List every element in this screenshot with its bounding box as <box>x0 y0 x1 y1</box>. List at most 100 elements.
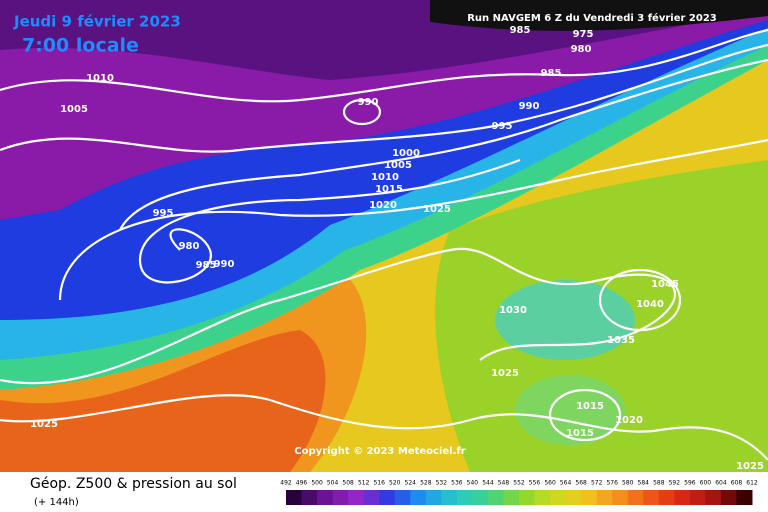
hot-zone <box>0 330 326 472</box>
colorbar-label: 576 <box>606 480 618 487</box>
colorbar-swatch <box>674 490 691 505</box>
isobar-label: 980 <box>179 241 200 252</box>
colorbar-swatch <box>581 490 598 505</box>
colorbar-swatch <box>565 490 582 505</box>
colorbar-swatch <box>643 490 660 505</box>
colorbar-swatch <box>627 490 644 505</box>
colorbar-label: 536 <box>451 480 463 487</box>
isobar-label: 990 <box>214 259 235 270</box>
colorbar-label: 524 <box>405 480 417 487</box>
isobar-label: 1015 <box>566 428 594 439</box>
isobar-label: 1000 <box>392 148 420 159</box>
colorbar-swatch <box>596 490 613 505</box>
isobar-label: 1010 <box>371 172 399 183</box>
colorbar-label: 520 <box>389 480 401 487</box>
colorbar-swatch <box>472 490 489 505</box>
colorbar-label: 572 <box>591 480 603 487</box>
colorbar-label: 556 <box>529 480 541 487</box>
isobar-label: 1015 <box>375 184 403 195</box>
colorbar-label: 496 <box>296 480 308 487</box>
isobar-label: 990 <box>519 101 540 112</box>
isobar-label: 1020 <box>615 415 643 426</box>
isobar-label: 1025 <box>491 368 519 379</box>
colorbar-swatch <box>394 490 411 505</box>
colorbar-swatch <box>503 490 520 505</box>
colorbar-label: 544 <box>482 480 494 487</box>
isobar-label: 1040 <box>636 299 664 310</box>
colorbar-label: 580 <box>622 480 634 487</box>
isobar <box>0 43 768 153</box>
colorbar-label: 512 <box>358 480 370 487</box>
isobar-label: 1035 <box>607 335 635 346</box>
isobar-label: 985 <box>510 25 531 36</box>
colorbar-label: 516 <box>373 480 385 487</box>
isobar-label: 975 <box>573 29 594 40</box>
colorbar-label: 492 <box>280 480 292 487</box>
isobars <box>0 28 768 461</box>
colorbar-swatch <box>348 490 365 505</box>
colorbar-label: 532 <box>436 480 448 487</box>
colorbar-swatch <box>736 490 753 505</box>
isobar-label: 1020 <box>369 200 397 211</box>
isobar-label: 1005 <box>60 104 88 115</box>
colorbar-swatch <box>705 490 722 505</box>
colorbar-label: 592 <box>669 480 681 487</box>
isobar <box>0 28 768 103</box>
colorbar-swatch <box>286 490 303 505</box>
colorbar-swatch <box>410 490 427 505</box>
colorbar-label: 500 <box>311 480 323 487</box>
colorbar-swatch <box>317 490 334 505</box>
isobar-label: 1005 <box>384 160 412 171</box>
colorbar-label: 504 <box>327 480 339 487</box>
colorbar-swatch <box>332 490 349 505</box>
isobar-label: 985 <box>196 260 217 271</box>
polar-core <box>430 0 768 31</box>
colorbar-label: 560 <box>544 480 556 487</box>
colorbar-label: 608 <box>731 480 743 487</box>
isobar-label: 985 <box>541 68 562 79</box>
isobar <box>598 268 682 332</box>
cool-pocket <box>495 280 635 360</box>
colorbar-label: 568 <box>575 480 587 487</box>
isobar-label: 1015 <box>576 401 604 412</box>
colorbar-swatch <box>363 490 380 505</box>
colorbar-label: 604 <box>715 480 727 487</box>
colorbar-swatch <box>519 490 536 505</box>
colorbar-label: 540 <box>467 480 479 487</box>
date: Jeudi 9 février 2023 <box>13 13 181 31</box>
colorbar-label: 596 <box>684 480 696 487</box>
isobar-label: 980 <box>571 44 592 55</box>
colorbar-swatch <box>301 490 318 505</box>
copyright: Copyright © 2023 Meteociel.fr <box>294 446 465 457</box>
footer-subtitle: (+ 144h) <box>34 497 79 508</box>
isobar <box>0 247 676 385</box>
isobar <box>119 58 768 231</box>
colorbar-label: 612 <box>746 480 758 487</box>
isobar-label: 1045 <box>651 279 679 290</box>
isobar-label: 1025 <box>736 461 764 472</box>
isobar-label: 990 <box>358 97 379 108</box>
colorbar-swatch <box>550 490 567 505</box>
colorbar-swatch <box>689 490 706 505</box>
colorbar-swatch <box>456 490 473 505</box>
colorbar-swatch <box>658 490 675 505</box>
isobar-label: 1025 <box>423 204 451 215</box>
colorbar-label: 588 <box>653 480 665 487</box>
isobar-label: 995 <box>492 121 513 132</box>
colorbar-swatch <box>612 490 629 505</box>
colorbar-label: 584 <box>638 480 650 487</box>
colorbar-swatch <box>441 490 458 505</box>
isobar-label: 995 <box>153 208 174 219</box>
isobar-label: 1010 <box>86 73 114 84</box>
isobar <box>58 138 768 301</box>
isobar-label: 1030 <box>499 305 527 316</box>
colorbar: 492 496 500 504 508 512 516 520 524 528 532 536 540 5… <box>280 480 758 505</box>
isobar <box>0 394 768 461</box>
colorbar-swatch <box>720 490 737 505</box>
time: 7:00 locale <box>22 35 139 57</box>
colorbar-swatch <box>379 490 396 505</box>
colorbar-label: 528 <box>420 480 432 487</box>
run-info: Run NAVGEM 6 Z du Vendredi 3 février 202… <box>467 12 717 24</box>
